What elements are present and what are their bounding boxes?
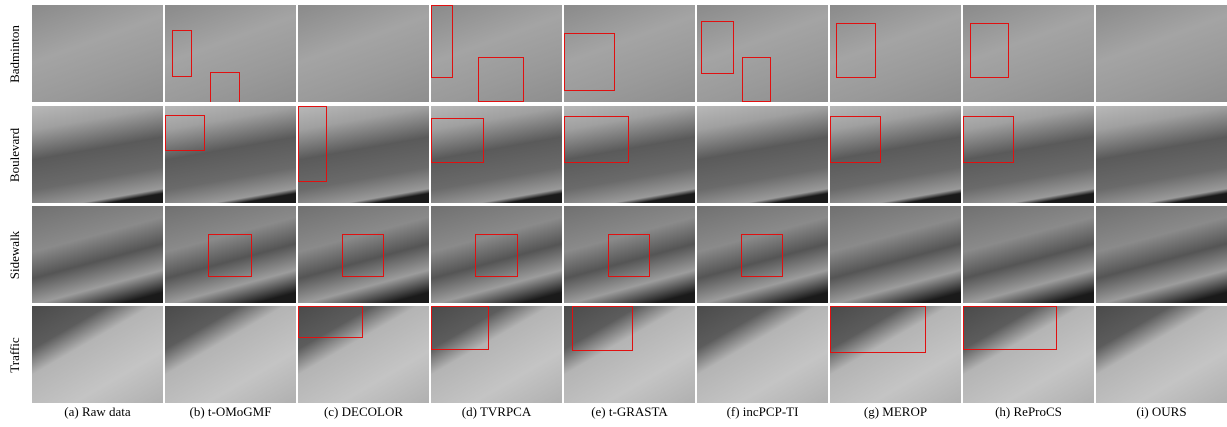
highlight-box <box>172 30 192 77</box>
highlight-box <box>963 116 1014 163</box>
frame-image <box>564 306 695 403</box>
frame-image <box>1096 306 1227 403</box>
frame-image <box>431 306 562 403</box>
highlight-box <box>475 234 518 277</box>
frame-image <box>32 306 163 403</box>
highlight-box <box>830 116 881 163</box>
frame-image <box>963 206 1094 303</box>
highlight-box <box>342 234 384 277</box>
highlight-box <box>431 118 484 163</box>
column-caption: (a) Raw data <box>32 404 163 420</box>
frame-image <box>963 306 1094 403</box>
row-label-text: Sidewalk <box>7 230 23 278</box>
frame-image <box>830 306 961 403</box>
frame-image <box>165 5 296 102</box>
frame-image <box>1096 206 1227 303</box>
frame-image <box>165 106 296 203</box>
highlight-box <box>701 21 734 74</box>
row-label-text: Traffic <box>7 337 23 372</box>
highlight-box <box>741 234 783 277</box>
frame-image <box>1096 5 1227 102</box>
frame-image <box>298 306 429 403</box>
highlight-box <box>298 306 363 338</box>
row-label: Sidewalk <box>0 206 30 303</box>
highlight-box <box>478 57 524 102</box>
highlight-box <box>836 23 876 78</box>
highlight-box <box>431 306 489 350</box>
highlight-box <box>742 57 771 102</box>
frame-image <box>32 206 163 303</box>
frame-image <box>830 106 961 203</box>
column-caption: (c) DECOLOR <box>298 404 429 420</box>
column-caption: (d) TVRPCA <box>431 404 562 420</box>
frame-image <box>298 5 429 102</box>
frame-image <box>32 5 163 102</box>
frame-image <box>1096 106 1227 203</box>
highlight-box <box>165 115 205 151</box>
highlight-box <box>963 306 1057 350</box>
highlight-box <box>830 306 926 353</box>
highlight-box <box>970 23 1009 78</box>
highlight-box <box>564 33 615 91</box>
row-label: Badminton <box>0 5 30 102</box>
frame-image <box>165 306 296 403</box>
row-label: Boulevard <box>0 106 30 203</box>
figure: Badminton Boulevard Sidewalk Traffic (a) Raw… <box>0 0 1227 427</box>
row-label: Traffic <box>0 306 30 403</box>
highlight-box <box>572 306 633 351</box>
frame-image <box>564 106 695 203</box>
frame-image <box>165 206 296 303</box>
frame-image <box>431 106 562 203</box>
column-caption: (e) t-GRASTA <box>564 404 695 420</box>
frame-image <box>697 306 828 403</box>
column-caption: (i) OURS <box>1096 404 1227 420</box>
frame-image <box>963 5 1094 102</box>
column-caption: (h) ReProCS <box>963 404 1094 420</box>
highlight-box <box>608 234 650 277</box>
highlight-box <box>431 5 453 78</box>
frame-image <box>697 206 828 303</box>
frame-image <box>564 5 695 102</box>
frame-image <box>431 5 562 102</box>
frame-image <box>564 206 695 303</box>
frame-image <box>298 106 429 203</box>
column-caption: (f) incPCP-TI <box>697 404 828 420</box>
column-caption: (b) t-OMoGMF <box>165 404 296 420</box>
frame-image <box>697 5 828 102</box>
frame-image <box>963 106 1094 203</box>
frame-image <box>298 206 429 303</box>
highlight-box <box>210 72 240 102</box>
highlight-box <box>208 234 252 277</box>
highlight-box <box>564 116 629 163</box>
highlight-box <box>298 106 327 182</box>
frame-image <box>830 5 961 102</box>
frame-image <box>32 106 163 203</box>
row-label-text: Boulevard <box>7 127 23 181</box>
row-label-text: Badminton <box>7 25 23 83</box>
frame-image <box>431 206 562 303</box>
frame-image <box>830 206 961 303</box>
column-caption: (g) MEROP <box>830 404 961 420</box>
frame-image <box>697 106 828 203</box>
